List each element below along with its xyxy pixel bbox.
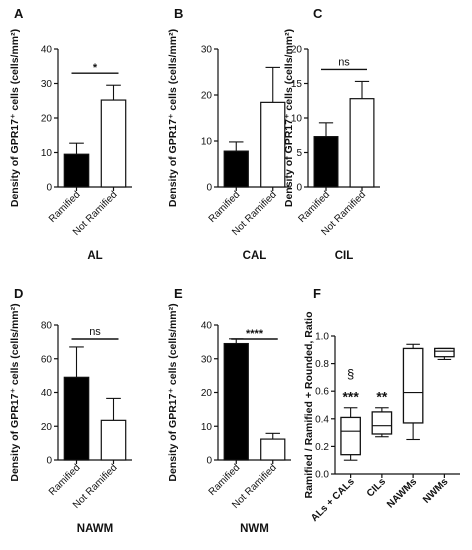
x-tick-label: CILs [365, 476, 388, 499]
panel-letter: A [14, 6, 24, 21]
chart-panel-d: D Density of GPR17⁺ cells (cells/mm²) 0 20 4… [9, 286, 132, 535]
bar [223, 342, 249, 461]
bar [100, 99, 127, 188]
y-tick-label: 15 [291, 79, 303, 90]
bar [313, 136, 339, 188]
bar [223, 150, 249, 188]
y-tick-label: 0.4 [315, 414, 329, 425]
x-tick-label: Ramified [207, 462, 243, 498]
box [371, 411, 393, 435]
y-tick-label: 0 [206, 183, 212, 194]
panel-letter: B [174, 6, 183, 21]
y-tick-label: 1.0 [315, 332, 329, 343]
annotation-label: *** [342, 389, 359, 405]
bar [100, 419, 127, 461]
y-tick-label: 0 [206, 456, 212, 467]
y-tick-label: 80 [41, 321, 53, 332]
panel-title: NAWM [77, 523, 113, 535]
chart-panel-b: B Density of GPR17⁺ cells (cells/mm²) 0 10 2… [167, 6, 291, 262]
box [402, 347, 424, 424]
panel-title: AL [87, 250, 102, 262]
chart-panel-f: F Ramified / Ramified + Rounded, Ratio 0.0… [303, 286, 460, 524]
panel-title: NWM [240, 523, 269, 535]
y-tick-label: 20 [41, 422, 53, 433]
box [434, 347, 455, 358]
panel-letter: D [14, 286, 23, 301]
y-tick-label: 0 [46, 456, 52, 467]
y-tick-label: 0.2 [315, 442, 329, 453]
y-axis-label: Density of GPR17⁺ cells (cells/mm²) [9, 29, 21, 207]
y-axis-label: Density of GPR17⁺ cells (cells/mm²) [167, 303, 179, 481]
y-axis-label: Density of GPR17⁺ cells (cells/mm²) [9, 303, 21, 481]
annotation-label: § [347, 366, 354, 381]
annotation-label: ** [376, 389, 387, 405]
y-tick-label: 30 [201, 45, 213, 56]
y-tick-label: 30 [41, 79, 53, 90]
bar [260, 101, 286, 188]
panel-letter: F [313, 286, 321, 301]
y-tick-label: 40 [41, 388, 53, 399]
box [340, 416, 361, 456]
y-tick-label: 20 [41, 114, 53, 125]
x-tick-label: NWMs [421, 476, 451, 506]
bar [63, 153, 90, 188]
y-tick-label: 20 [291, 45, 303, 56]
y-tick-label: 60 [41, 354, 53, 365]
bar [63, 376, 90, 461]
y-tick-label: 0.8 [315, 359, 329, 370]
x-tick-label: Ramified [47, 189, 83, 225]
bar [349, 98, 375, 188]
y-tick-label: 30 [201, 354, 213, 365]
y-tick-label: 0.0 [315, 470, 329, 481]
panel-title: CIL [335, 250, 354, 262]
y-tick-label: 10 [201, 422, 213, 433]
y-axis-label: Density of GPR17⁺ cells (cells/mm²) [283, 29, 295, 207]
y-tick-label: 5 [296, 148, 302, 159]
y-axis-label: Density of GPR17⁺ cells (cells/mm²) [167, 29, 179, 207]
panel-title: CAL [243, 250, 267, 262]
y-tick-label: 40 [201, 321, 213, 332]
y-tick-label: 40 [41, 45, 53, 56]
y-tick-label: 10 [291, 114, 303, 125]
significance-label: * [93, 62, 98, 74]
y-tick-label: 0 [296, 183, 302, 194]
y-tick-label: 0 [46, 183, 52, 194]
y-tick-label: 20 [201, 388, 213, 399]
y-tick-label: 10 [201, 137, 213, 148]
significance-label: ns [89, 326, 101, 338]
panel-letter: E [174, 286, 183, 301]
chart-panel-e: E Density of GPR17⁺ cells (cells/mm²) 0 10 2… [167, 286, 291, 535]
significance-label: **** [246, 328, 264, 340]
panel-letter: C [313, 6, 323, 21]
chart-panel-c: C Density of GPR17⁺ cells (cells/mm²) 0 5 10… [283, 6, 380, 262]
y-tick-label: 20 [201, 91, 213, 102]
y-tick-label: 10 [41, 148, 53, 159]
x-tick-label: ALs + CALs [309, 476, 357, 524]
x-tick-label: Ramified [207, 189, 243, 225]
x-tick-label: Ramified [47, 462, 83, 498]
bar [260, 438, 286, 461]
y-axis-label: Ramified / Ramified + Rounded, Ratio [303, 312, 315, 499]
x-tick-label: Ramified [296, 189, 332, 225]
chart-panel-a: A Density of GPR17⁺ cells (cells/mm²) 0 10 2… [9, 6, 132, 262]
x-tick-label: NAWMs [385, 476, 419, 510]
y-tick-label: 0.6 [315, 387, 329, 398]
significance-label: ns [338, 56, 350, 68]
